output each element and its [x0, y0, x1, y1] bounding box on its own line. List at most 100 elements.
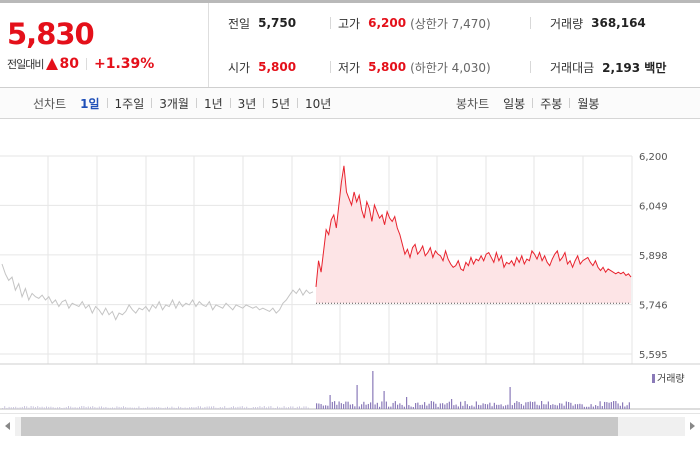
- line-period-tab-6[interactable]: 5년: [271, 96, 291, 111]
- volume-bar: [153, 407, 155, 409]
- volume-bar: [354, 406, 356, 409]
- volume-bar: [283, 406, 285, 409]
- volume-bar: [160, 407, 162, 409]
- low-value: 5,800: [368, 60, 407, 74]
- open-label: 시가: [228, 60, 251, 75]
- volume-bar: [367, 403, 369, 409]
- volume-bar: [489, 402, 491, 409]
- high-value: 6,200: [368, 16, 407, 30]
- volume-bar: [622, 402, 624, 409]
- volume-bar: [164, 407, 166, 409]
- high-label: 고가: [338, 16, 361, 31]
- volume-bar: [424, 402, 426, 409]
- volume-bar: [158, 406, 160, 409]
- price-chart-svg: 6,200 6,049 5,898 5,746 5,595 거래량: [0, 152, 700, 410]
- line-period-tab-3[interactable]: 3개월: [159, 96, 189, 111]
- volume-bar: [39, 407, 41, 409]
- divider: [530, 61, 531, 73]
- volume-bar: [608, 402, 610, 409]
- candle-period-tab-2[interactable]: 주봉: [540, 96, 563, 111]
- volume-bar: [406, 397, 408, 409]
- scroll-thumb[interactable]: [21, 417, 618, 436]
- candle-period-tab-1[interactable]: 일봉: [503, 96, 526, 111]
- divider: [330, 61, 331, 73]
- volume-bar: [35, 407, 36, 409]
- volume-bar: [175, 407, 177, 409]
- volume-bar: [189, 407, 190, 409]
- volume-bar: [235, 407, 237, 409]
- volume-bar: [331, 401, 333, 409]
- volume-bar: [123, 406, 124, 409]
- volume-bar: [419, 404, 421, 409]
- volume-bar: [2, 408, 3, 409]
- volume-bar: [457, 406, 459, 409]
- line-period-tab-4[interactable]: 1년: [203, 96, 223, 111]
- line-period-tab-2[interactable]: 1주일: [114, 96, 145, 111]
- chart-tab-bar: 선차트 1일 1주일 3개월 1년 3년 5년 10년 봉차트 일봉 주봉 월봉: [0, 88, 700, 119]
- volume-bar: [290, 406, 292, 409]
- volume-bar: [107, 407, 109, 409]
- line-period-tab-1[interactable]: 1일: [80, 96, 100, 111]
- volume-bar: [213, 406, 215, 409]
- volume-bar: [87, 406, 89, 409]
- volume-bar: [356, 385, 358, 409]
- volume-bar: [430, 401, 432, 409]
- volume-bar: [61, 407, 63, 409]
- volume-bar: [462, 405, 464, 409]
- volume-bar: [32, 406, 34, 409]
- volume-bar: [186, 407, 188, 409]
- volume-bar: [498, 404, 500, 409]
- volume-bar: [565, 401, 567, 409]
- y-tick-label: 5,595: [639, 350, 668, 361]
- volume-bar: [426, 405, 428, 409]
- volume-bar: [401, 404, 403, 409]
- volume-bar: [417, 402, 419, 409]
- volume-bar: [336, 404, 338, 409]
- volume-bar: [268, 406, 270, 409]
- volume-bar: [46, 406, 47, 409]
- volume-bar: [349, 404, 351, 409]
- volume-bar: [390, 406, 392, 409]
- volume-bar: [583, 406, 585, 409]
- change-rate: +1.39%: [93, 56, 155, 72]
- volume-bar: [211, 406, 212, 409]
- volume-bar: [464, 401, 466, 409]
- current-price: 5,830: [7, 17, 95, 51]
- up-triangle-icon: [46, 58, 59, 70]
- trade-value-label: 거래대금: [550, 60, 595, 75]
- volume-bar: [296, 406, 298, 409]
- volume-bar: [379, 406, 381, 409]
- volume-bar: [606, 402, 608, 409]
- volume-bar: [370, 402, 372, 409]
- line-period-tab-5[interactable]: 3년: [237, 96, 257, 111]
- volume-bar: [361, 404, 363, 409]
- volume-bar: [184, 407, 186, 409]
- prev-session-line: [1, 263, 314, 321]
- volume-bar: [118, 406, 120, 409]
- volume-bar: [285, 407, 287, 409]
- volume-bar: [125, 407, 127, 409]
- volume-bar: [613, 401, 615, 409]
- volume-bar: [523, 405, 525, 409]
- volume-bar: [545, 404, 547, 409]
- volume-bar: [590, 404, 592, 409]
- volume-bar: [381, 401, 383, 409]
- upper-limit: (상한가 7,470): [410, 16, 491, 31]
- candle-period-tab-3[interactable]: 월봉: [577, 96, 600, 111]
- volume-bar: [493, 402, 495, 409]
- volume-bar: [239, 406, 241, 409]
- volume-bar: [288, 407, 289, 409]
- chart-scrollbar[interactable]: [0, 413, 700, 439]
- line-period-tab-7[interactable]: 10년: [305, 96, 332, 111]
- volume-bar: [484, 403, 486, 409]
- volume-bar: [439, 403, 441, 409]
- scroll-right-icon[interactable]: [690, 422, 695, 430]
- volume-bar: [307, 407, 309, 409]
- volume-bar: [541, 401, 543, 409]
- scroll-left-icon[interactable]: [5, 422, 10, 430]
- volume-bar: [610, 402, 612, 409]
- volume-bar: [363, 401, 365, 409]
- volume-bar: [352, 404, 354, 409]
- volume-bar: [112, 407, 113, 409]
- y-tick-label: 6,200: [639, 152, 668, 163]
